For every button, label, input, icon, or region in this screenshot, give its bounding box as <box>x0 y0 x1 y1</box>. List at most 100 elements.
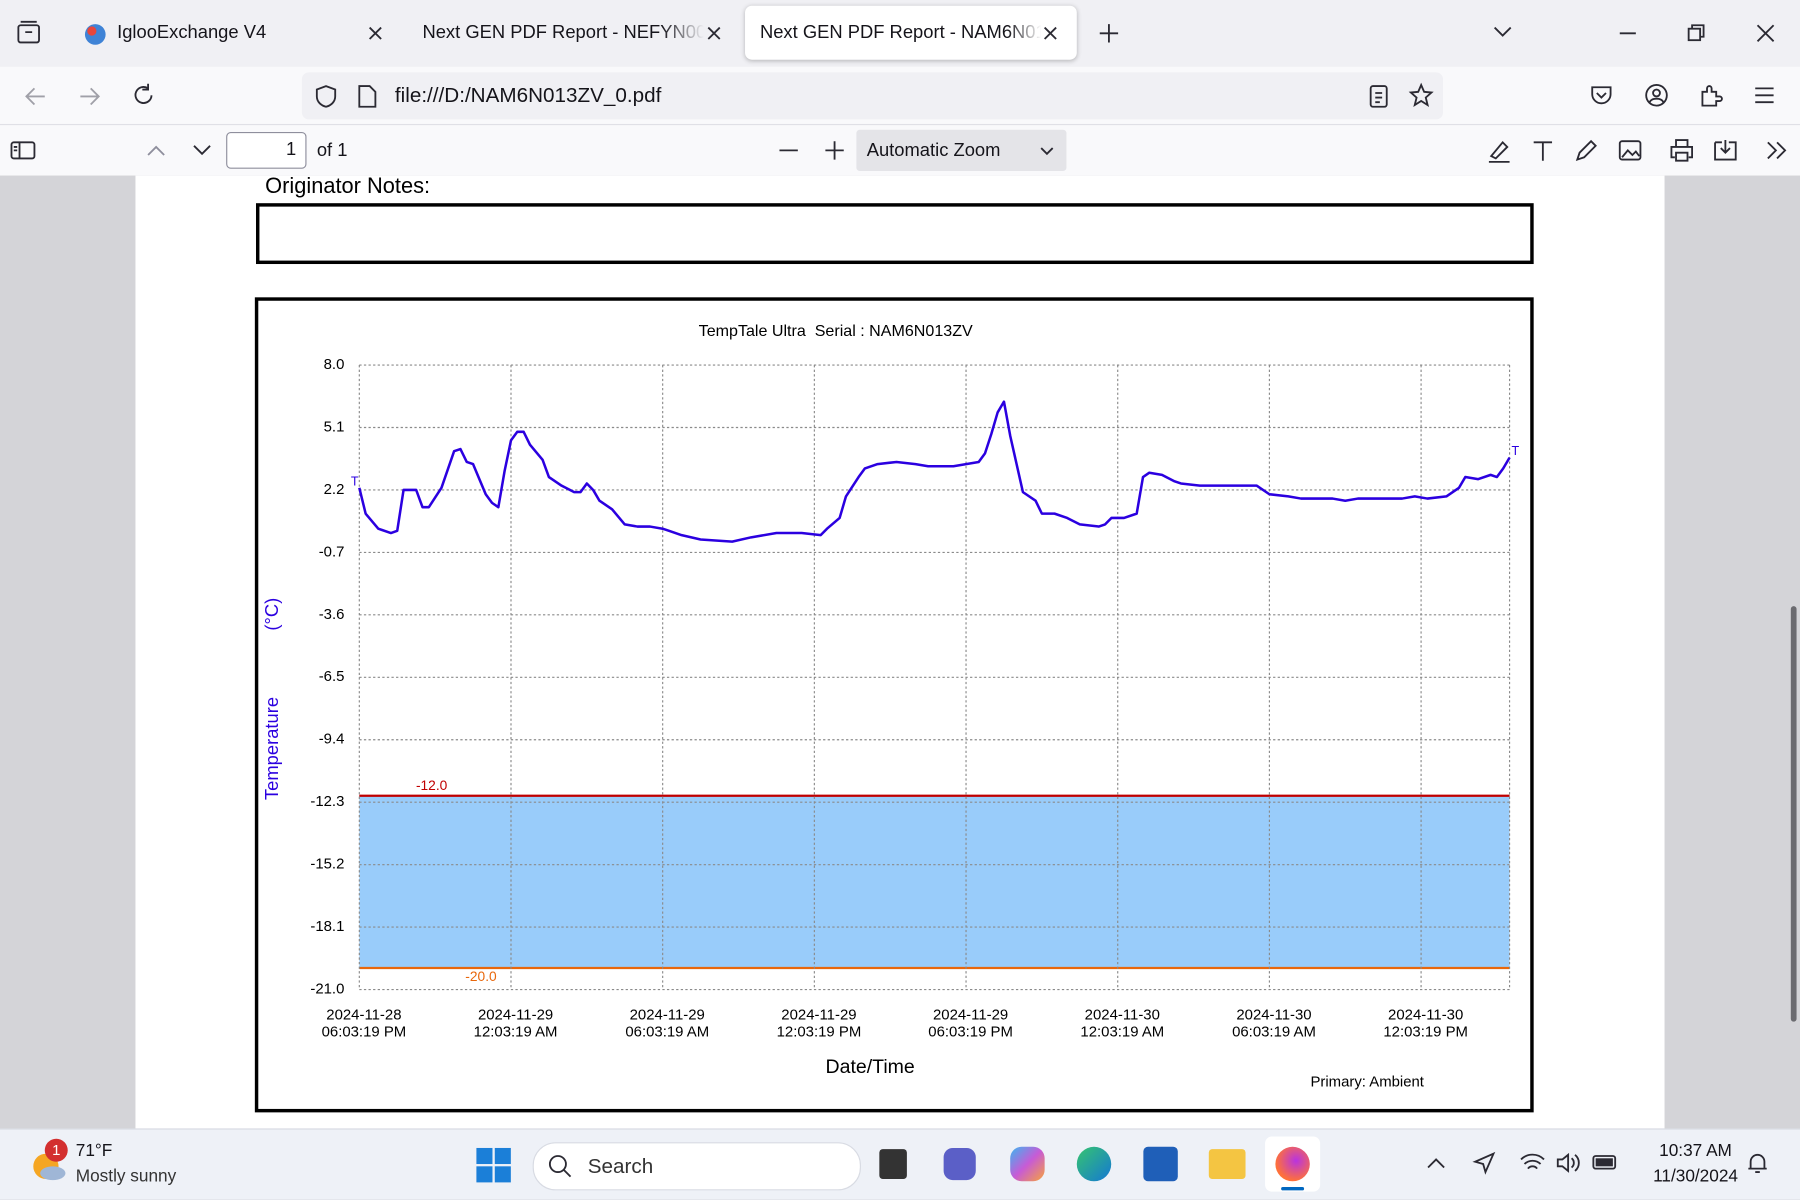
extensions[interactable] <box>1698 83 1723 108</box>
y-tick-label: -15.2 <box>310 856 344 873</box>
tab-icon <box>84 24 106 45</box>
tab-close[interactable] <box>705 24 723 42</box>
tab-bar: IglooExchange V4 Next GEN PDF Report - N… <box>0 0 1800 67</box>
app-copilot[interactable] <box>1010 1146 1045 1182</box>
save[interactable] <box>1712 137 1740 165</box>
y-axis-unit: (°C) <box>261 598 282 631</box>
url-text[interactable]: file:///D:/NAM6N013ZV_0.pdf <box>394 83 662 107</box>
clock-date[interactable]: 11/30/2024 <box>1653 1166 1738 1186</box>
volume-icon[interactable] <box>1554 1150 1582 1175</box>
new-tab[interactable] <box>1097 22 1120 45</box>
app-file-explorer[interactable] <box>1208 1149 1246 1179</box>
app-store[interactable] <box>1143 1146 1178 1182</box>
tab-close[interactable] <box>1041 24 1059 42</box>
close-window[interactable] <box>1754 22 1777 45</box>
restore[interactable] <box>1685 22 1708 45</box>
pocket[interactable] <box>1589 83 1614 108</box>
search-box[interactable]: Search <box>532 1142 861 1191</box>
account[interactable] <box>1644 83 1669 108</box>
reader-view[interactable] <box>1367 84 1390 109</box>
battery-icon[interactable] <box>1591 1153 1621 1174</box>
tab-title: Next GEN PDF Report - NEFYN00B4 <box>422 22 704 43</box>
scrollbar-thumb[interactable] <box>1790 606 1797 1022</box>
forward[interactable] <box>77 84 102 109</box>
text-tool[interactable] <box>1529 137 1557 165</box>
tab-title: Next GEN PDF Report - NAM6N013 <box>759 22 1042 43</box>
start-button[interactable] <box>475 1147 512 1184</box>
y-tick-label: -6.5 <box>319 668 345 685</box>
app-teams[interactable] <box>943 1147 976 1181</box>
x-tick-label: 2024-11-28 06:03:19 PM <box>321 1005 407 1041</box>
bookmark[interactable] <box>1408 82 1434 108</box>
tray-overflow[interactable] <box>1425 1153 1448 1176</box>
y-tick-label: -3.6 <box>319 606 345 623</box>
minimize[interactable] <box>1616 22 1639 45</box>
sidebar-toggle[interactable] <box>9 139 37 162</box>
print[interactable] <box>1668 137 1696 165</box>
x-tick-label: 2024-11-29 06:03:19 PM <box>928 1005 1013 1041</box>
x-tick-label: 2024-11-29 06:03:19 AM <box>625 1005 710 1041</box>
url-bar[interactable]: file:///D:/NAM6N013ZV_0.pdf <box>301 72 1443 120</box>
chart-title: TempTale Ultra Serial : NAM6N013ZV <box>699 322 973 340</box>
y-tick-label: 2.2 <box>324 481 345 498</box>
tab-close[interactable] <box>366 24 384 42</box>
weather-badge: 1 <box>44 1138 68 1162</box>
data-line <box>358 400 1511 543</box>
weather-temperature[interactable]: 71°F <box>75 1141 113 1161</box>
taskbar: 1 71°F Mostly sunny Search 10:37 AM 11/3… <box>0 1128 1800 1200</box>
pdf-toolbar: 1 of 1 Automatic Zoom <box>0 123 1800 177</box>
weather-condition[interactable]: Mostly sunny <box>75 1166 177 1186</box>
y-tick-label: -9.4 <box>319 731 345 748</box>
x-tick-label: 2024-11-30 12:03:19 AM <box>1080 1005 1165 1041</box>
x-tick-label: 2024-11-29 12:03:19 PM <box>776 1005 862 1041</box>
zoom-in[interactable] <box>823 139 846 162</box>
zoom-out[interactable] <box>777 139 800 162</box>
draw-tool[interactable] <box>1573 137 1601 165</box>
notifications[interactable] <box>1745 1150 1770 1175</box>
tab[interactable]: IglooExchange V4 <box>69 6 396 60</box>
page-number-input[interactable]: 1 <box>226 132 307 169</box>
start-marker: T <box>351 474 359 488</box>
zoom-chevron <box>1040 147 1054 156</box>
y-tick-label: -21.0 <box>310 980 344 997</box>
limit-label: -12.0 <box>416 778 448 793</box>
back[interactable] <box>23 84 48 109</box>
app-firefox-active[interactable] <box>1265 1136 1321 1192</box>
location-icon[interactable] <box>1472 1150 1497 1175</box>
tab-overflow[interactable] <box>1491 23 1514 41</box>
x-tick-label: 2024-11-30 06:03:19 AM <box>1232 1005 1316 1041</box>
notes-label: Originator Notes: <box>265 174 431 199</box>
site-info[interactable] <box>313 84 338 109</box>
active-tab[interactable]: Next GEN PDF Report - NAM6N013 <box>745 5 1077 60</box>
reload[interactable] <box>131 83 156 108</box>
highlight-tool[interactable] <box>1485 137 1513 165</box>
image-tool[interactable] <box>1616 137 1644 165</box>
tab[interactable]: Next GEN PDF Report - NEFYN00B4 <box>408 6 735 60</box>
app-edge[interactable] <box>1076 1146 1112 1182</box>
zoom-value: Automatic Zoom <box>866 141 1001 161</box>
page-icon <box>358 85 377 108</box>
more-tools[interactable] <box>1763 137 1791 165</box>
zoom-select[interactable]: Automatic Zoom <box>856 129 1067 172</box>
next-page[interactable] <box>191 139 214 162</box>
wifi-icon[interactable] <box>1519 1150 1547 1175</box>
app-task-view[interactable] <box>879 1149 907 1179</box>
limit-label: -20.0 <box>465 969 497 984</box>
y-tick-label: -12.3 <box>310 793 344 810</box>
footnote: Primary: Ambient <box>1310 1073 1424 1090</box>
x-tick-label: 2024-11-29 12:03:19 AM <box>473 1005 558 1041</box>
page-count: of 1 <box>316 141 348 161</box>
tab-list-button[interactable] <box>14 18 46 48</box>
pdf-page <box>135 175 1665 1129</box>
app-menu[interactable] <box>1752 83 1777 108</box>
active-indicator <box>1281 1186 1305 1191</box>
tab-title: IglooExchange V4 <box>117 22 267 43</box>
y-tick-label: 5.1 <box>324 418 345 435</box>
clock-time[interactable]: 10:37 AM <box>1659 1141 1732 1161</box>
x-tick-label: 2024-11-30 12:03:19 PM <box>1383 1005 1468 1041</box>
previous-page[interactable] <box>145 139 168 162</box>
end-marker: T <box>1511 444 1519 458</box>
